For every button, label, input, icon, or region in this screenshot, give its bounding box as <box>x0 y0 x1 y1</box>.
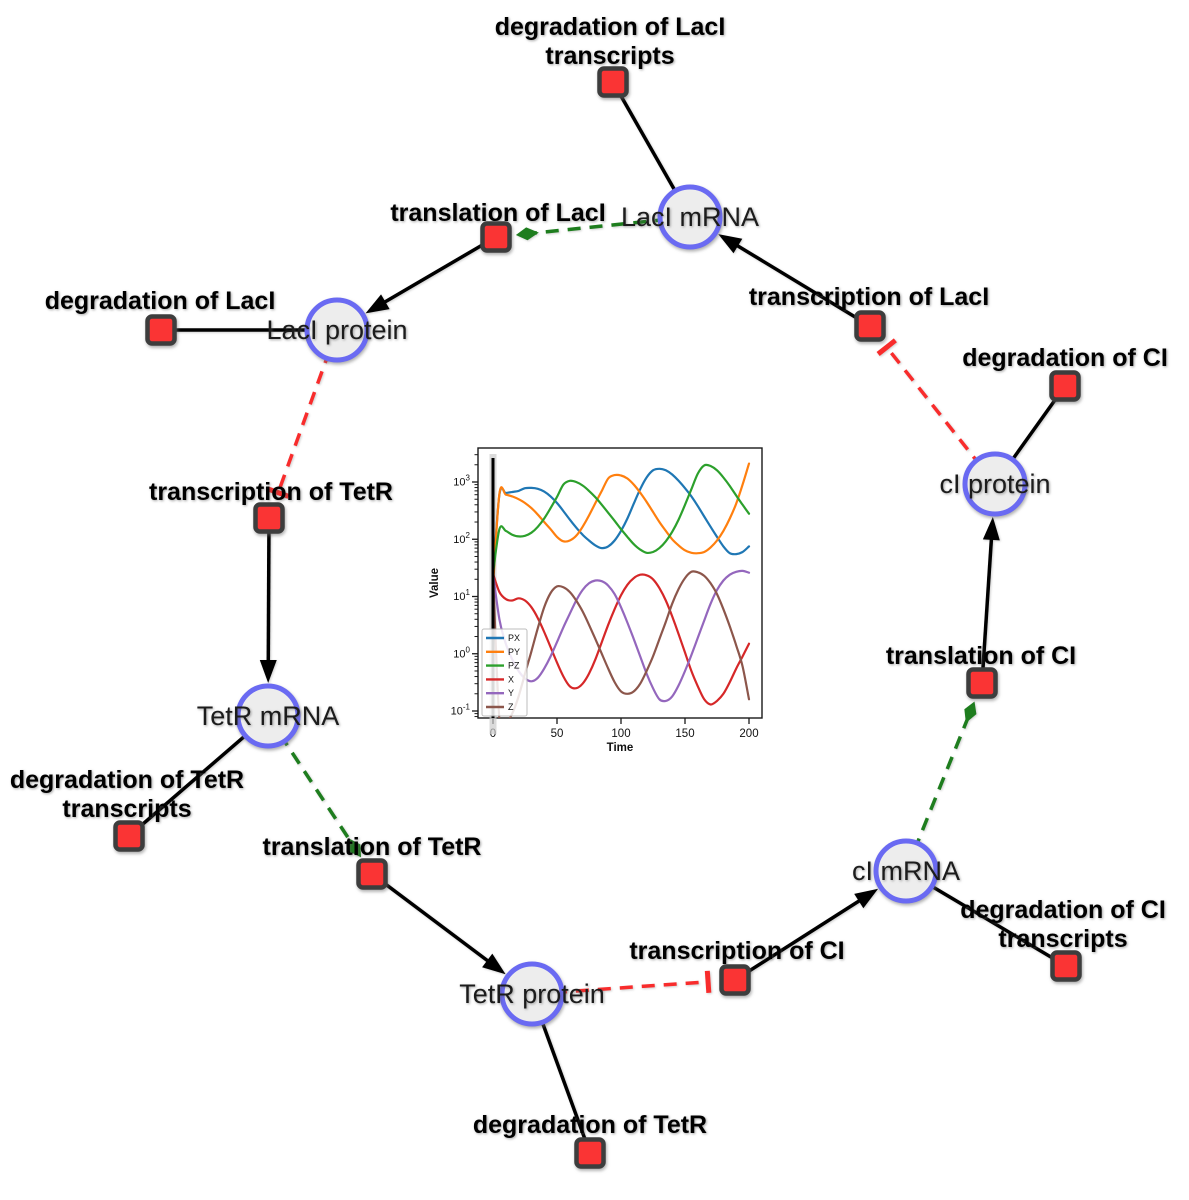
reaction-label-deg-tetr-tx-line1: degradation of TetR <box>10 766 244 794</box>
x-tick-label-150: 150 <box>675 728 694 740</box>
species-label-laci-mrna: LacI mRNA <box>621 202 759 232</box>
edge-production-transl_laci-to-laci_protein-arrowhead <box>365 294 390 314</box>
reaction-label-tx-laci: transcription of LacI <box>749 283 989 311</box>
species-label-ci-mrna: cI mRNA <box>852 856 960 886</box>
species-label-ci-protein: cI protein <box>939 469 1050 499</box>
reaction-node-deg-tetr-tx <box>113 820 145 852</box>
series-line-PZ <box>491 463 751 575</box>
x-tick-label-200: 200 <box>739 728 758 740</box>
series-line-PX <box>491 467 751 581</box>
reaction-node-tx-tetr <box>253 502 285 534</box>
reaction-label-deg-tetr-tx-line2: transcripts <box>62 795 191 823</box>
y-tick-label-10e-1: 10-1 <box>451 703 471 718</box>
reaction-label-deg-ci-tx-line1: degradation of CI <box>960 896 1166 924</box>
legend-label-Y: Y <box>508 688 514 698</box>
reaction-label-transl-ci: translation of CI <box>886 642 1076 670</box>
reaction-label-deg-laci-tx-line2: transcripts <box>545 42 674 70</box>
timecourse-inset-chart: 10-1100101102103050100150200TimeValuePXP… <box>429 447 763 754</box>
legend-label-Z: Z <box>508 702 514 712</box>
edge-inhibition-laci_protein-to-tx_tetr-tee-bar <box>266 486 290 499</box>
legend-label-PX: PX <box>508 633 520 643</box>
edge-modifier-laci_mrna-to-transl_laci-arrowhead <box>515 227 539 241</box>
series-line-X <box>491 572 751 706</box>
reaction-label-transl-laci: translation of LacI <box>390 199 605 227</box>
edge-production-transl_ci-to-ci_protein-arrowhead <box>982 516 1000 541</box>
nodes-layer <box>113 66 1082 1169</box>
edge-production-transl_tetr-to-tetr_protein <box>370 872 494 966</box>
reaction-node-deg-laci <box>145 314 177 346</box>
y-tick-label-10e2: 102 <box>453 531 470 546</box>
reaction-node-tx-laci <box>854 310 886 342</box>
edge-modifier-tetr_mrna-to-transl_tetr-arrowhead <box>348 838 362 858</box>
edge-modifier-ci_mrna-to-transl_ci-arrowhead <box>964 701 977 723</box>
chart-y-axis-label: Value <box>429 568 441 598</box>
series-line-PY <box>491 462 751 588</box>
legend-label-X: X <box>508 674 514 684</box>
edge-production-tx_laci-to-laci_mrna <box>731 240 871 328</box>
reaction-label-tx-ci: transcription of CI <box>629 937 844 965</box>
legend-box <box>481 628 528 717</box>
series-line-Z <box>491 570 751 718</box>
y-tick-label-10e1: 101 <box>453 588 470 603</box>
species-node-tetr-protein <box>499 961 565 1027</box>
reaction-label-deg-laci-tx-line1: degradation of LacI <box>495 13 726 41</box>
reaction-node-transl-tetr <box>356 858 388 890</box>
reaction-node-transl-ci <box>966 667 998 699</box>
edge-production-tx_ci-to-ci_mrna-arrowhead <box>854 888 879 909</box>
reaction-label-deg-ci: degradation of CI <box>962 344 1168 372</box>
series-line-Y <box>491 569 751 703</box>
reaction-node-deg-ci <box>1049 370 1081 402</box>
reaction-label-deg-tetr: degradation of TetR <box>473 1111 707 1139</box>
x-tick-label-50: 50 <box>551 728 564 740</box>
species-node-ci-protein <box>962 451 1028 517</box>
species-label-laci-protein: LacI protein <box>266 315 407 345</box>
reaction-label-transl-tetr: translation of TetR <box>263 833 482 861</box>
reaction-label-deg-laci: degradation of LacI <box>45 287 276 315</box>
edge-production-transl_laci-to-laci_protein <box>378 235 497 307</box>
species-node-laci-mrna <box>657 184 723 250</box>
species-node-tetr-mrna <box>235 683 301 749</box>
species-node-laci-protein <box>304 297 370 363</box>
species-node-ci-mrna <box>873 838 939 904</box>
reaction-node-deg-tetr <box>574 1137 606 1169</box>
edge-production-tx_laci-to-laci_mrna-arrowhead <box>718 234 743 254</box>
edge-production-tx_tetr-to-tetr_mrna-arrowhead <box>259 659 277 684</box>
reaction-node-tx-ci <box>719 964 751 996</box>
edge-production-tx_ci-to-ci_mrna <box>734 895 866 982</box>
species-label-tetr-protein: TetR protein <box>459 979 605 1009</box>
edge-inhibition-tetr_protein-to-tx_ci-tee-bar <box>704 970 712 994</box>
reaction-node-deg-laci-tx <box>597 66 629 98</box>
chart-x-axis-label: Time <box>607 742 634 754</box>
y-tick-label-10e0: 100 <box>453 645 470 660</box>
legend-label-PZ: PZ <box>508 661 520 671</box>
reaction-label-tx-tetr: transcription of TetR <box>149 478 393 506</box>
y-tick-label-10e3: 103 <box>453 474 470 489</box>
species-label-tetr-mrna: TetR mRNA <box>197 701 340 731</box>
x-tick-label-100: 100 <box>611 728 630 740</box>
edge-production-transl_ci-to-ci_protein <box>980 532 994 684</box>
chart-plot-frame <box>477 447 763 719</box>
reaction-node-transl-laci <box>480 221 512 253</box>
edge-inhibition-ci_protein-to-tx_laci-tee-bar <box>876 338 897 356</box>
reaction-node-deg-ci-tx <box>1050 950 1082 982</box>
chart-legend: PX PY PZ XYZ <box>481 628 528 717</box>
legend-label-PY: PY <box>508 647 520 657</box>
edge-production-tx_tetr-to-tetr_mrna <box>266 517 271 668</box>
labels-layer: LacI mRNA LacI protein TetR mRNA TetR prote… <box>10 13 1168 1139</box>
chart-series-layer <box>491 462 751 718</box>
reaction-label-deg-ci-tx-line2: transcripts <box>998 925 1127 953</box>
edge-production-transl_tetr-to-tetr_protein-arrowhead <box>482 953 506 975</box>
